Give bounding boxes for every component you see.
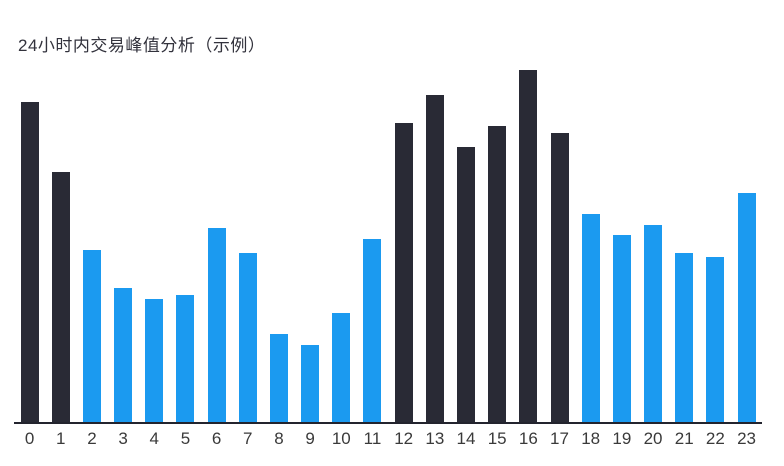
x-tick-label-9: 9 <box>305 429 315 448</box>
x-tick-label-6: 6 <box>211 429 222 448</box>
bar-chart: 0 1 2 3 4 5 6 7 8 9 10 11 12 13 14 15 16 17 18 19 20 21 22 23 <box>14 62 762 449</box>
x-tick-label-19: 19 <box>612 429 632 448</box>
bar-hour-3 <box>114 288 133 422</box>
bar-hour-5 <box>176 295 195 422</box>
bar-hour-15 <box>488 126 507 422</box>
bar-slot <box>669 62 700 422</box>
bar-slot <box>45 62 76 422</box>
bar-slot <box>731 62 762 422</box>
bar-hour-4 <box>145 299 164 422</box>
bar-slot <box>232 62 263 422</box>
bar-hour-6 <box>207 228 226 422</box>
x-tick-label-2: 2 <box>87 429 97 448</box>
x-tick-label-12: 12 <box>394 429 414 448</box>
x-tick-label-1: 1 <box>56 429 66 448</box>
bar-hour-9 <box>301 345 320 422</box>
bar-slot <box>637 62 668 422</box>
x-tick-label-0: 0 <box>24 429 35 448</box>
bar-hour-2 <box>82 250 101 422</box>
bar-hour-11 <box>363 239 382 422</box>
x-tick-label-22: 22 <box>705 429 725 448</box>
bar-hour-10 <box>332 313 351 422</box>
x-tick-label-17: 17 <box>550 429 569 448</box>
x-tick-label-4: 4 <box>149 429 159 448</box>
bar-hour-8 <box>269 334 288 422</box>
bar-hour-0 <box>20 102 39 422</box>
bar-slot <box>700 62 731 422</box>
x-tick-label-16: 16 <box>518 429 538 448</box>
bar-slot <box>450 62 481 422</box>
x-tick-label-5: 5 <box>180 429 191 448</box>
bar-slot <box>606 62 637 422</box>
bar-hour-1 <box>51 172 70 422</box>
bar-hour-19 <box>612 235 631 422</box>
x-axis-labels: 0 1 2 3 4 5 6 7 8 9 10 11 12 13 14 15 16 17 18 19 20 21 22 23 <box>14 429 762 449</box>
bar-hour-20 <box>644 225 663 422</box>
x-tick-label-13: 13 <box>425 429 445 448</box>
bar-slot <box>513 62 544 422</box>
x-tick-label-20: 20 <box>643 429 663 448</box>
bar-hour-22 <box>706 257 725 422</box>
bar-slot <box>544 62 575 422</box>
x-tick-label-18: 18 <box>581 429 601 448</box>
x-tick-label-10: 10 <box>331 429 351 448</box>
bar-hour-21 <box>675 253 694 422</box>
bar-hour-18 <box>581 214 600 422</box>
x-tick-label-21: 21 <box>674 429 694 448</box>
bar-slot <box>482 62 513 422</box>
plot-area <box>14 62 762 424</box>
bar-hour-16 <box>519 70 538 422</box>
bar-slot <box>575 62 606 422</box>
bar-hour-12 <box>394 123 413 422</box>
bar-slot <box>170 62 201 422</box>
bar-hour-17 <box>550 133 569 422</box>
bar-slot <box>263 62 294 422</box>
x-tick-label-11: 11 <box>363 429 382 448</box>
x-tick-label-14: 14 <box>456 429 476 448</box>
bar-slot <box>326 62 357 422</box>
x-tick-label-23: 23 <box>737 429 756 448</box>
bar-slot <box>139 62 170 422</box>
x-tick-label-3: 3 <box>118 429 128 448</box>
x-tick-label-8: 8 <box>274 429 284 448</box>
bar-slot <box>108 62 139 422</box>
bar-hour-23 <box>737 193 756 422</box>
bar-slot <box>14 62 45 422</box>
bar-slot <box>357 62 388 422</box>
bar-slot <box>295 62 326 422</box>
bar-slot <box>76 62 107 422</box>
x-tick-label-15: 15 <box>487 429 507 448</box>
bar-hour-14 <box>456 147 475 422</box>
bar-hour-13 <box>425 95 444 422</box>
bar-slot <box>419 62 450 422</box>
bar-slot <box>201 62 232 422</box>
chart-title: 24小时内交易峰值分析（示例） <box>18 36 266 55</box>
bar-hour-7 <box>238 253 257 422</box>
x-tick-label-7: 7 <box>243 429 253 448</box>
bar-slot <box>388 62 419 422</box>
